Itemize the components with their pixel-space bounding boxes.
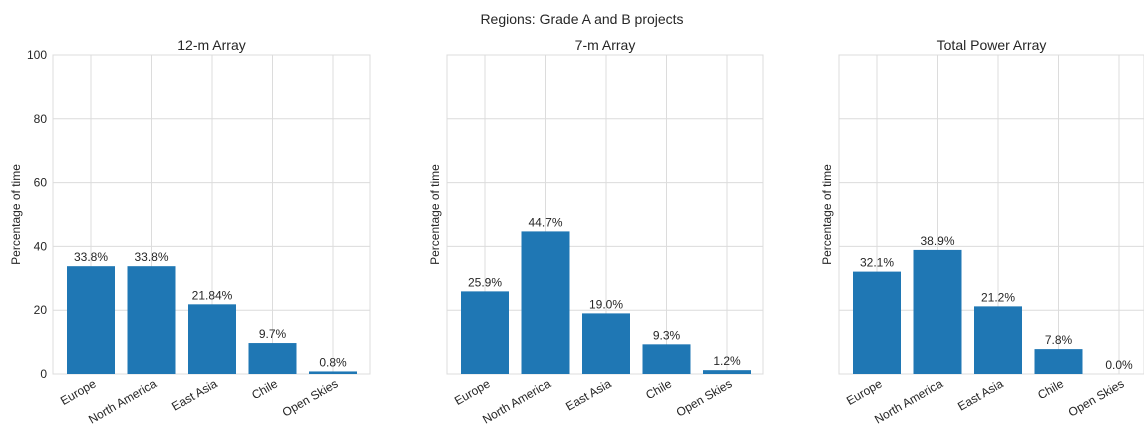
data-label: 0.0% [1105,358,1133,372]
y-tick-label: 0 [40,367,47,381]
category-label: North America [480,376,553,425]
panel-title: Total Power Array [937,37,1047,53]
category-label: North America [872,376,945,425]
category-label: Europe [452,376,493,408]
data-label: 25.9% [468,275,502,289]
y-tick-label: 20 [34,303,48,317]
data-label: 21.84% [192,288,233,302]
category-label: Open Skies [280,376,341,419]
panel-title: 7-m Array [575,37,636,53]
y-axis-label: Percentage of time [9,164,23,265]
panel-3: 32.1% Europe 38.9% North America 21.2% East A… [820,37,1144,427]
panel-1: 0 20 40 60 80 100 33.8% Europe 33.8% North Americ… [9,37,371,427]
data-label: 33.8% [74,250,108,264]
data-label: 0.8% [319,355,347,369]
category-label: Open Skies [1066,376,1127,419]
bar [974,306,1022,374]
bar [1034,349,1083,374]
data-label: 21.2% [981,290,1015,304]
category-label: Chile [1035,376,1066,402]
data-label: 7.8% [1045,333,1073,347]
data-label: 44.7% [528,215,562,229]
category-label: Europe [844,376,885,408]
category-label: Open Skies [674,376,735,419]
y-tick-label: 100 [27,48,47,62]
bar [853,271,901,374]
data-label: 19.0% [589,297,623,311]
category-label: Europe [58,376,99,408]
bar [582,313,630,374]
panel-title: 12-m Array [177,37,245,53]
bar [188,304,236,374]
data-label: 38.9% [920,234,954,248]
bar [127,266,176,374]
category-label: North America [86,376,159,425]
y-axis-label: Percentage of time [428,164,442,265]
y-axis-label: Percentage of time [820,164,834,265]
bar [67,266,115,374]
bar [461,291,509,374]
category-label: East Asia [169,376,220,413]
panel-2: 25.9% Europe 44.7% North America 19.0% East A… [428,37,764,427]
data-label: 33.8% [134,250,168,264]
figure-title: Regions: Grade A and B projects [480,11,683,27]
category-label: East Asia [563,376,614,413]
category-label: East Asia [955,376,1006,413]
y-tick-label: 60 [34,176,48,190]
bar [248,343,297,374]
data-label: 32.1% [860,256,894,270]
bar [703,370,751,374]
data-label: 9.3% [653,328,681,342]
data-label: 1.2% [713,354,741,368]
data-label: 9.7% [259,327,287,341]
bar [309,371,357,374]
y-tick-label: 40 [34,239,48,253]
bar [642,344,691,374]
y-tick-label: 80 [34,112,48,126]
bar [521,231,570,374]
category-label: Chile [643,376,674,402]
category-label: Chile [249,376,280,402]
bar [913,249,962,374]
